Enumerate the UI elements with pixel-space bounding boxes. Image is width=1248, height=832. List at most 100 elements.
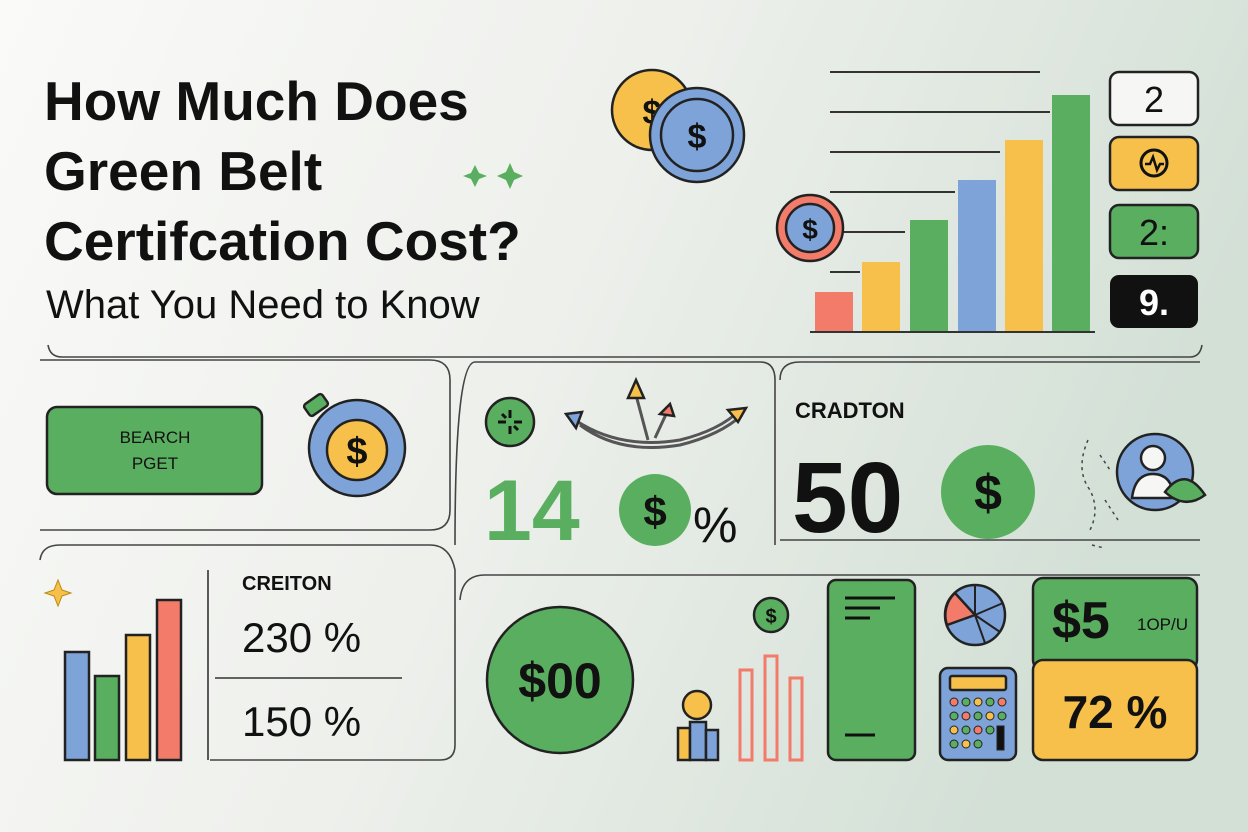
amount-circle — [485, 605, 635, 755]
bar — [1052, 95, 1090, 332]
coin-symbol: $ — [346, 431, 367, 473]
bar — [93, 674, 121, 762]
figure-body — [704, 728, 720, 762]
calculator-keys — [949, 697, 1007, 751]
badge-text: 2 — [1144, 79, 1164, 120]
shape — [973, 725, 983, 735]
sparkle — [43, 578, 73, 608]
panel-frames — [39, 344, 1203, 761]
stat-label: CREITON — [242, 573, 332, 595]
avatar-head — [1139, 444, 1167, 472]
stat-label: CRADTON — [795, 398, 905, 423]
coin-ring — [325, 418, 389, 482]
shape — [961, 739, 971, 749]
shape — [454, 361, 776, 546]
price-percent: 72 % — [1063, 686, 1168, 738]
title-line: How Much Does — [44, 70, 469, 132]
coin — [941, 445, 1035, 539]
shape — [961, 711, 971, 721]
shape — [973, 711, 983, 721]
icon — [498, 410, 522, 434]
title-line: Certifcation Cost? — [44, 210, 521, 272]
price-amount: $5 — [1052, 592, 1110, 650]
shape — [985, 697, 995, 707]
title-line: Green Belt — [44, 140, 322, 202]
bar — [862, 262, 900, 332]
phone — [826, 578, 917, 762]
arrow-head — [626, 376, 646, 400]
coin — [619, 474, 691, 546]
bar — [958, 180, 996, 332]
badge — [1108, 203, 1200, 260]
shape — [985, 725, 995, 735]
arrow-head — [725, 406, 749, 425]
badge — [1110, 275, 1198, 328]
button-label[interactable]: BEARCH — [120, 428, 191, 447]
button-label[interactable]: PGET — [132, 454, 178, 473]
arrow-head — [657, 401, 676, 418]
coin-symbol: $ — [974, 465, 1002, 521]
stopwatch-knob — [302, 392, 330, 418]
phone-lines — [845, 596, 895, 737]
shape — [961, 725, 971, 735]
coin-ring — [659, 97, 735, 173]
shape — [949, 739, 959, 749]
shape — [949, 725, 959, 735]
coin-symbol: $ — [765, 606, 776, 628]
bar — [738, 668, 754, 762]
shape — [47, 344, 1203, 358]
bar — [815, 292, 853, 332]
shape — [997, 697, 1007, 707]
shape — [997, 711, 1007, 721]
badge-icon — [1145, 153, 1164, 174]
button[interactable] — [45, 405, 264, 496]
stat-unit: % — [693, 497, 737, 553]
stat-number: 50 — [792, 442, 903, 554]
coin — [648, 86, 746, 184]
pie-slice — [944, 591, 978, 627]
price-card — [1031, 658, 1199, 762]
bar — [155, 598, 183, 762]
shape — [949, 711, 959, 721]
leaf — [1163, 478, 1207, 503]
bar — [763, 654, 779, 762]
bar — [910, 220, 948, 332]
stat-number: 14 — [484, 463, 580, 559]
coin-symbol: $ — [688, 118, 707, 156]
figure-body — [676, 726, 692, 762]
stat-row: 150 % — [242, 698, 361, 745]
shape — [985, 711, 995, 721]
coin — [752, 596, 790, 634]
figure-body — [688, 720, 708, 762]
badge-icon — [1139, 148, 1169, 178]
shape — [996, 725, 1005, 751]
shape — [973, 739, 983, 749]
price-note: 1OP/U — [1137, 615, 1188, 634]
shape — [949, 697, 959, 707]
coin-symbol: $ — [802, 214, 818, 245]
coin-symbol: $ — [643, 488, 666, 535]
pie-lines — [974, 585, 1004, 644]
bar — [63, 650, 91, 762]
subtitle: What You Need to Know — [46, 283, 480, 327]
shape — [459, 574, 1200, 601]
shape — [973, 697, 983, 707]
badge — [1108, 70, 1200, 127]
bar — [124, 633, 152, 762]
coin-ring — [784, 202, 836, 254]
amount: $00 — [518, 653, 601, 709]
shape — [961, 697, 971, 707]
shape — [40, 359, 451, 531]
bar — [1005, 140, 1043, 332]
calculator-screen — [948, 674, 1008, 692]
badge-text: 2: — [1139, 212, 1169, 253]
arrow-head — [563, 410, 584, 431]
icon — [484, 396, 536, 448]
shape — [779, 361, 1200, 381]
bar — [788, 676, 804, 762]
doodle — [1081, 439, 1119, 549]
sparkle — [463, 163, 523, 189]
figure-head — [681, 689, 713, 721]
